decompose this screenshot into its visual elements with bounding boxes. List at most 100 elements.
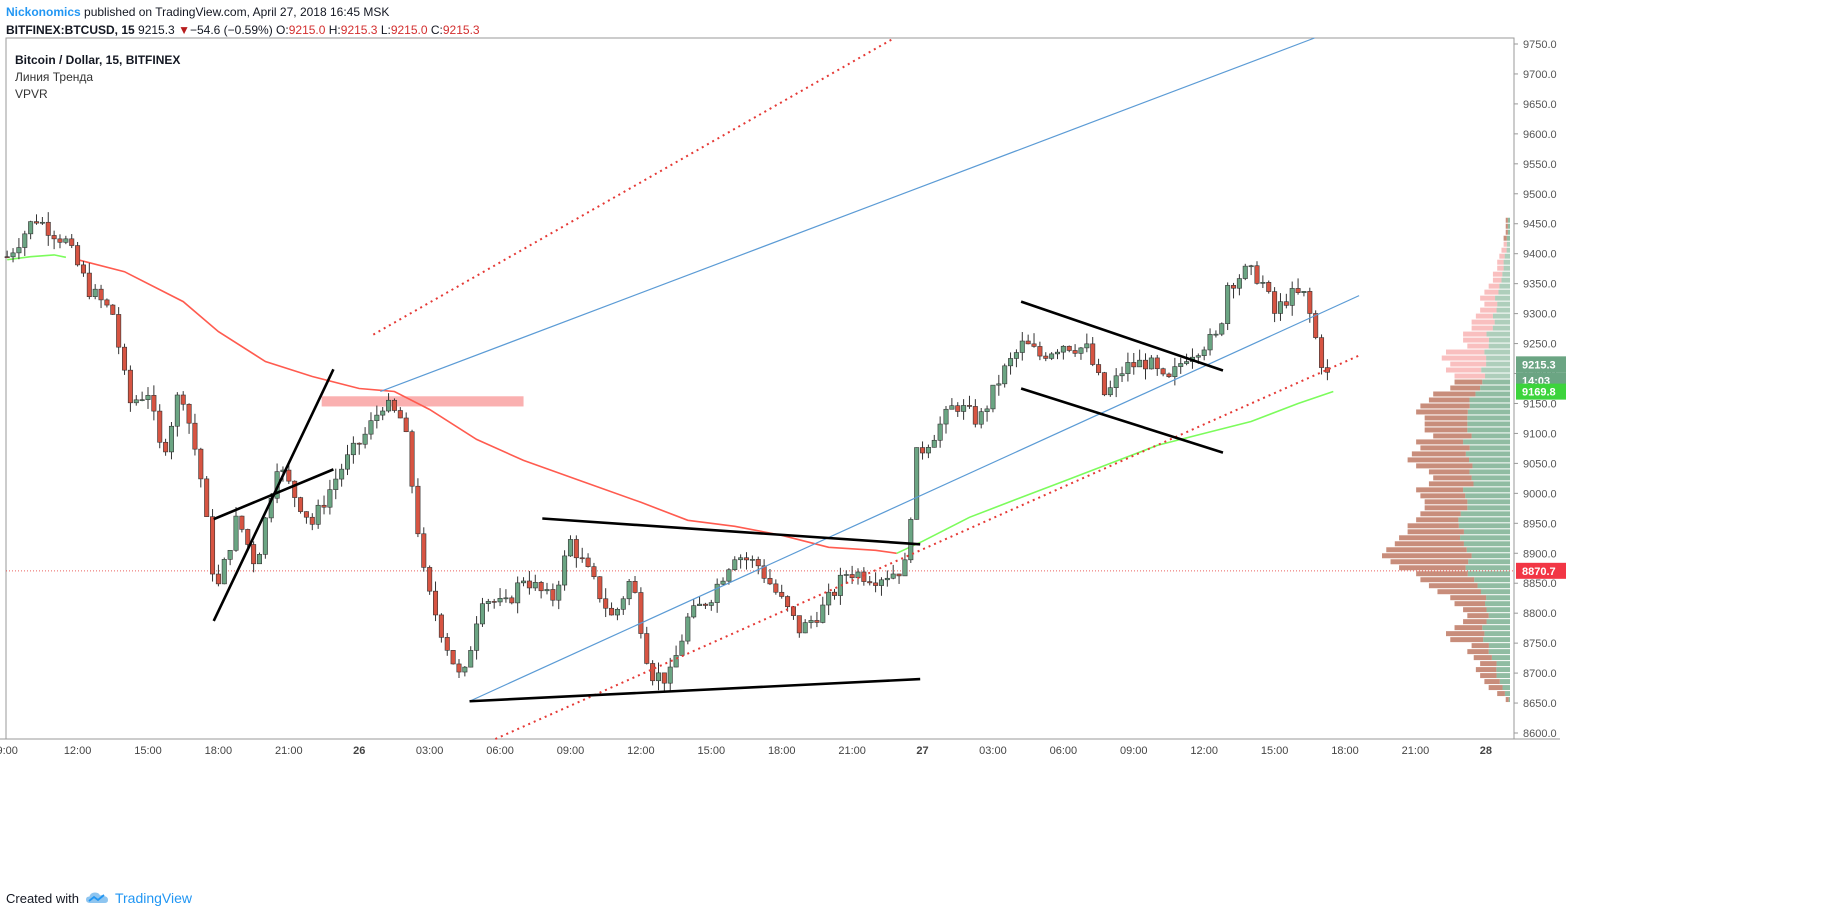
- candle-down: [814, 620, 820, 623]
- candle-up: [614, 609, 620, 616]
- vpvr-bar-up: [1481, 367, 1510, 373]
- candle-down: [127, 369, 133, 404]
- candle-down: [1143, 359, 1149, 370]
- vpvr-bar-up: [1480, 385, 1510, 391]
- candle-down: [286, 469, 292, 482]
- last-price-tag-bg: [1516, 356, 1566, 373]
- candle-up: [515, 582, 521, 604]
- candle-up: [978, 411, 984, 425]
- candle-down: [427, 567, 433, 592]
- vpvr-bar-down: [1503, 235, 1507, 241]
- author-link[interactable]: Nickonomics: [6, 5, 81, 19]
- vpvr-bar-up: [1486, 619, 1510, 625]
- candle-up: [1078, 347, 1084, 354]
- candle-down: [356, 442, 362, 445]
- candle-up: [350, 442, 356, 456]
- candle-down: [180, 394, 186, 405]
- publish-header: Nickonomics published on TradingView.com…: [6, 4, 480, 38]
- candle-up: [16, 247, 22, 254]
- vpvr-bar-down: [1497, 259, 1504, 265]
- published-text: published on TradingView.com, April 27, …: [80, 5, 390, 19]
- candle-down: [585, 557, 591, 567]
- tradingview-brand-link[interactable]: TradingView: [114, 890, 193, 906]
- candle-down: [661, 672, 667, 684]
- legend-title: Bitcoin / Dollar, 15, BITFINEX: [15, 53, 181, 67]
- candle-up: [22, 233, 28, 248]
- vpvr-bar-down: [1484, 289, 1499, 295]
- candle-up: [233, 515, 239, 551]
- vpvr-bar-up: [1497, 301, 1510, 307]
- open-value: 9215.0: [288, 23, 326, 37]
- vpvr-bar-down: [1450, 361, 1487, 367]
- footer: Created with TradingView: [6, 890, 192, 906]
- vpvr-bar-down: [1497, 691, 1505, 697]
- candle-up: [1054, 351, 1060, 355]
- y-tick-label: 8750.0: [1523, 638, 1557, 650]
- candle-up: [749, 559, 755, 561]
- legend-trendline[interactable]: Линия Тренда: [15, 70, 94, 84]
- candle-down: [292, 480, 298, 498]
- candle-down: [239, 515, 245, 530]
- candle-up: [174, 394, 180, 427]
- candle-up: [1084, 343, 1090, 349]
- candle-down: [538, 582, 544, 592]
- candle-down: [104, 299, 110, 306]
- vpvr-bar-up: [1463, 487, 1510, 493]
- resistance-zone: [321, 396, 524, 407]
- low-value: 9215.0: [390, 23, 428, 37]
- candle-down: [298, 497, 304, 512]
- high-label: H:: [328, 23, 341, 37]
- vpvr-bar-up: [1471, 475, 1510, 481]
- candle-up: [990, 384, 996, 410]
- candle-down: [509, 597, 515, 604]
- vpvr-bar-up: [1467, 421, 1510, 427]
- tradingview-cloud-icon[interactable]: [85, 891, 109, 905]
- x-tick-label: 09:00: [1120, 745, 1148, 757]
- vpvr-bar-up: [1486, 361, 1510, 367]
- candle-up: [961, 405, 967, 412]
- vpvr-bar-up: [1458, 517, 1510, 523]
- vpvr-bar-down: [1454, 601, 1486, 607]
- vpvr-bar-up: [1507, 229, 1510, 235]
- open-label: O:: [276, 23, 289, 37]
- candle-up: [902, 559, 908, 577]
- candle-up: [1236, 278, 1242, 289]
- vpvr-bar-up: [1485, 601, 1510, 607]
- candle-up: [145, 395, 151, 400]
- vpvr-bar-down: [1503, 241, 1507, 247]
- vpvr-bar-down: [1424, 499, 1468, 505]
- candle-down: [790, 606, 796, 616]
- vpvr-bar-up: [1467, 415, 1510, 421]
- candle-up: [63, 238, 69, 243]
- candle-up: [697, 603, 703, 606]
- vpvr-bar-up: [1498, 289, 1510, 295]
- candle-up: [1225, 285, 1231, 324]
- candle-up: [1119, 373, 1125, 377]
- vpvr-bar-down: [1454, 379, 1483, 385]
- vpvr-bar-up: [1508, 697, 1510, 703]
- level-price-tag-text: 8870.7: [1522, 566, 1556, 578]
- candle-down: [116, 314, 122, 348]
- candle-up: [1107, 387, 1113, 396]
- candle-down: [1131, 362, 1137, 368]
- candle-up: [1148, 357, 1154, 370]
- vpvr-bar-down: [1492, 271, 1503, 277]
- candle-up: [732, 559, 738, 571]
- vpvr-bar-up: [1492, 325, 1510, 331]
- candle-down: [1154, 357, 1160, 370]
- legend-vpvr[interactable]: VPVR: [15, 87, 48, 101]
- vpvr-bar-up: [1504, 691, 1510, 697]
- candle-down: [1096, 364, 1102, 373]
- vpvr-bar-up: [1499, 679, 1510, 685]
- candle-up: [468, 650, 474, 668]
- candle-down: [785, 596, 791, 608]
- candle-up: [532, 582, 538, 589]
- vpvr-bar-down: [1407, 523, 1459, 529]
- vpvr-bar-down: [1382, 553, 1472, 559]
- candle-down: [397, 410, 403, 419]
- candle-up: [556, 584, 562, 601]
- y-tick-label: 8700.0: [1523, 668, 1557, 680]
- vpvr-bar-up: [1485, 373, 1510, 379]
